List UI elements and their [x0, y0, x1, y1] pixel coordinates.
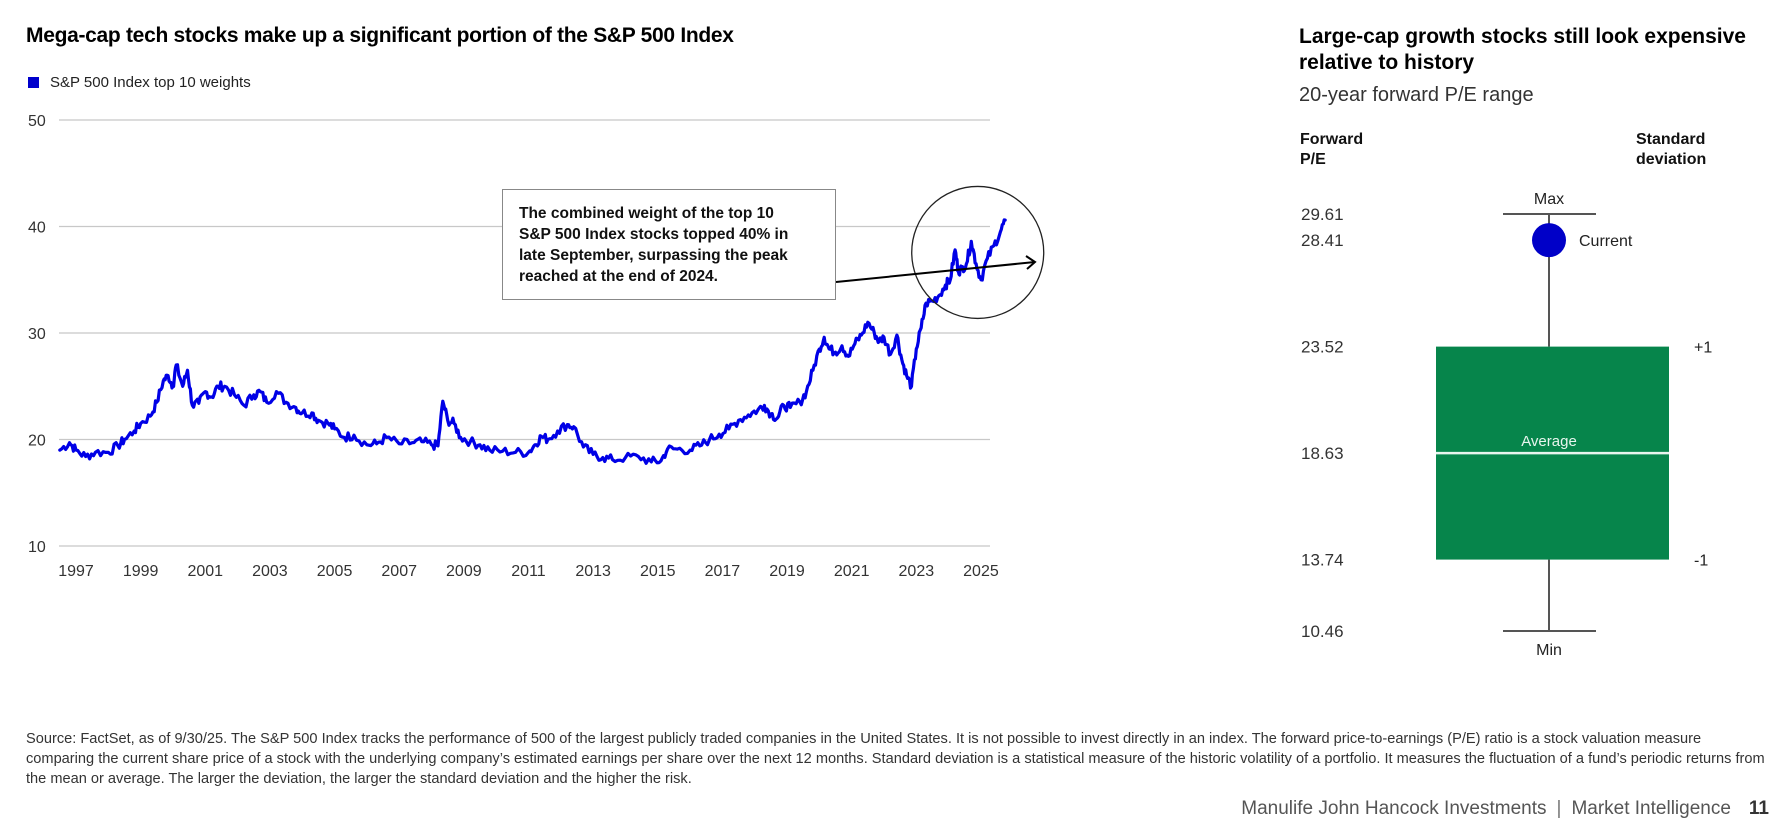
current-marker	[1532, 223, 1566, 258]
pe-tick-label: 13.74	[1301, 551, 1344, 570]
y-tick-label: 40	[28, 220, 46, 237]
source-footnote: Source: FactSet, as of 9/30/25. The S&P …	[26, 731, 1765, 787]
max-label: Max	[1534, 191, 1564, 208]
x-tick-label: 2001	[187, 563, 223, 580]
heading-line: Standard	[1636, 131, 1706, 148]
footer-brand: Manulife John Hancock Investments	[1241, 798, 1547, 819]
series-line-top10-weights	[58, 218, 1007, 465]
x-tick-label: 1997	[58, 563, 94, 580]
minus-one-sd-label: -1	[1694, 553, 1708, 570]
x-axis-ticks: 1997 1999 2001 2003 2005 2007 2009 2011 2013 2015…	[58, 563, 999, 580]
x-tick-label: 1999	[123, 563, 159, 580]
x-tick-label: 2011	[511, 563, 546, 580]
footer-section: Market Intelligence	[1571, 798, 1731, 819]
page-number: 11	[1748, 798, 1769, 819]
std-dev-heading: Standard deviation	[1636, 130, 1706, 170]
x-tick-label: 2017	[705, 563, 741, 580]
heading-line: P/E	[1300, 151, 1326, 168]
callout-arrow	[835, 255, 1037, 283]
x-tick-label: 2013	[575, 563, 611, 580]
arrow-shaft	[835, 261, 1036, 283]
y-tick-label: 20	[28, 433, 46, 450]
pe-tick-label: 28.41	[1301, 231, 1344, 250]
highlight-circle	[911, 185, 1045, 320]
y-tick-label: 10	[28, 539, 46, 556]
page-footer: Manulife John Hancock Investments | Mark…	[1241, 798, 1769, 820]
x-tick-label: 2021	[834, 563, 870, 580]
x-tick-label: 2023	[899, 563, 935, 580]
callout-line: reached at the end of 2024.	[519, 268, 718, 285]
legend-swatch-icon	[28, 77, 39, 88]
min-label: Min	[1536, 642, 1562, 659]
left-chart-title: Mega-cap tech stocks make up a significa…	[26, 24, 734, 47]
pe-tick-label: 10.46	[1301, 622, 1344, 641]
arrow-head-icon	[1025, 255, 1037, 270]
callout-annotation: The combined weight of the top 10 S&P 50…	[502, 189, 836, 300]
callout-line: The combined weight of the top 10	[519, 205, 774, 222]
right-chart-subtitle: 20-year forward P/E range	[1299, 84, 1534, 106]
callout-line: late September, surpassing the peak	[519, 247, 788, 264]
heading-line: Forward	[1300, 131, 1364, 148]
average-label: Average	[1521, 433, 1577, 450]
y-tick-label: 30	[28, 326, 46, 343]
gridlines	[59, 119, 990, 547]
pe-tick-label: 18.63	[1301, 444, 1344, 463]
legend-label: S&P 500 Index top 10 weights	[50, 74, 251, 91]
y-tick-label: 50	[28, 113, 46, 130]
legend: S&P 500 Index top 10 weights	[28, 74, 251, 91]
forward-pe-heading: Forward P/E	[1300, 130, 1363, 170]
x-tick-label: 2003	[252, 563, 288, 580]
current-label: Current	[1579, 233, 1633, 250]
right-chart-title: Large-cap growth stocks still look expen…	[1299, 25, 1746, 74]
x-tick-label: 2015	[640, 563, 676, 580]
plus-one-sd-label: +1	[1694, 340, 1712, 357]
line-chart: 10 20 30 40 50 1997 1999 2001 2003 2005 2007 2009 2…	[28, 113, 1045, 580]
box-chart: Max Current Average Min +1 -1 29.61 28.41 23.52 1…	[1301, 191, 1712, 659]
x-tick-label: 2009	[446, 563, 482, 580]
x-tick-label: 2007	[381, 563, 417, 580]
x-tick-label: 2005	[317, 563, 353, 580]
callout-line: S&P 500 Index stocks topped 40% in	[519, 226, 789, 243]
y-axis-ticks: 10 20 30 40 50	[28, 113, 46, 556]
x-tick-label: 2019	[769, 563, 805, 580]
heading-line: deviation	[1636, 151, 1707, 168]
x-tick-label: 2025	[963, 563, 999, 580]
pe-tick-label: 29.61	[1301, 205, 1344, 224]
footer-separator: |	[1556, 798, 1562, 819]
pe-tick-label: 23.52	[1301, 338, 1344, 357]
